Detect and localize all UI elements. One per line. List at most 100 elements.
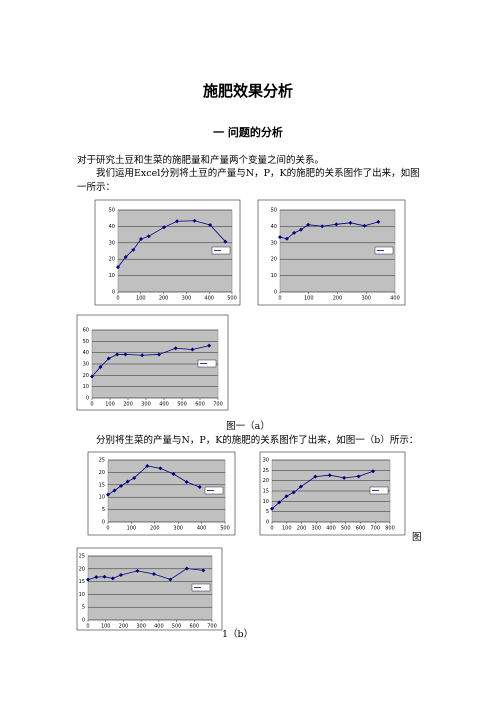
- x-tick-label: 500: [220, 526, 230, 532]
- data-point: [192, 218, 197, 223]
- x-tick-label: 0: [90, 402, 93, 408]
- y-tick-label: 25: [79, 554, 85, 560]
- data-point: [362, 223, 367, 228]
- x-tick-label: 100: [105, 402, 115, 408]
- y-tick-label: 20: [263, 478, 269, 484]
- x-tick-label: 700: [207, 624, 217, 630]
- data-point: [327, 473, 332, 478]
- data-point: [342, 475, 347, 480]
- data-point: [90, 374, 94, 379]
- x-tick-label: 200: [150, 526, 160, 532]
- x-tick-label: 500: [177, 402, 187, 408]
- section: 一 问题的分析: [213, 126, 283, 139]
- y-tick-label: 0: [112, 290, 115, 296]
- y-tick-label: 20: [99, 470, 105, 476]
- data-point: [313, 474, 318, 479]
- data-point: [173, 346, 178, 351]
- data-line: [271, 470, 374, 510]
- data-point: [119, 483, 124, 488]
- data-point: [110, 576, 115, 581]
- y-tick-label: 20: [109, 257, 115, 263]
- y-tick-label: 60: [83, 328, 89, 334]
- y-tick-label: 5: [266, 509, 269, 515]
- data-point: [162, 225, 167, 230]
- x-tick-label: 300: [141, 402, 151, 408]
- data-point: [94, 575, 99, 580]
- data-point: [112, 488, 117, 493]
- x-tick-label: 500: [227, 296, 237, 302]
- data-point: [201, 568, 206, 573]
- y-tick-label: 15: [263, 489, 269, 495]
- caption: 图: [412, 532, 422, 543]
- y-tick-label: 10: [109, 273, 115, 279]
- y-tick-label: 25: [263, 468, 269, 474]
- data-point: [132, 475, 137, 480]
- y-tick-label: 50: [271, 208, 277, 214]
- x-tick-label: 300: [136, 624, 146, 630]
- y-tick-label: 30: [271, 240, 277, 246]
- x-tick-label: 600: [356, 526, 366, 532]
- data-point: [284, 494, 289, 499]
- y-tick-label: 0: [86, 396, 89, 402]
- y-tick-label: 30: [109, 240, 115, 246]
- data-point: [270, 506, 274, 511]
- data-point: [175, 219, 180, 224]
- data-point: [371, 469, 376, 474]
- x-tick-label: 800: [385, 526, 395, 532]
- data-point: [197, 485, 202, 490]
- y-tick-label: 0: [102, 520, 105, 526]
- y-tick-label: 50: [109, 208, 115, 214]
- data-point: [356, 474, 361, 479]
- x-tick-label: 300: [173, 526, 183, 532]
- data-point: [376, 219, 381, 224]
- x-tick-label: 400: [154, 624, 164, 630]
- y-tick-label: 15: [99, 482, 105, 488]
- y-tick-label: 10: [271, 273, 277, 279]
- x-tick-label: 700: [370, 526, 380, 532]
- data-line: [91, 345, 210, 377]
- y-tick-label: 20: [83, 373, 89, 379]
- data-point: [145, 463, 150, 468]
- y-tick-label: 50: [83, 339, 89, 345]
- x-tick-label: 100: [282, 526, 292, 532]
- data-point: [116, 265, 120, 270]
- data-point: [277, 500, 282, 505]
- data-point: [306, 222, 311, 227]
- x-tick-label: 500: [172, 624, 182, 630]
- x-tick-label: 500: [341, 526, 351, 532]
- data-point: [140, 353, 145, 358]
- x-tick-label: 600: [195, 402, 205, 408]
- data-point: [135, 568, 140, 573]
- x-tick-label: 200: [123, 402, 133, 408]
- data-point: [118, 573, 123, 578]
- data-line: [279, 221, 379, 240]
- y-tick-label: 10: [99, 495, 105, 501]
- data-line: [117, 220, 226, 268]
- data-line: [107, 465, 200, 496]
- paragraph: 分别将生菜的产量与N，P，K的施肥的关系图作了出来，如图一（b）所示：: [96, 435, 419, 446]
- y-tick-label: 5: [102, 507, 105, 513]
- y-tick-label: 0: [82, 618, 85, 624]
- data-point: [131, 247, 136, 252]
- y-tick-label: 5: [82, 605, 85, 611]
- data-point: [207, 343, 212, 348]
- y-tick-label: 25: [99, 458, 105, 464]
- data-point: [123, 254, 128, 259]
- data-point: [348, 220, 353, 225]
- data-point: [184, 480, 189, 485]
- data-point: [151, 571, 156, 576]
- data-point: [291, 490, 296, 495]
- y-tick-label: 10: [83, 384, 89, 390]
- data-point: [298, 484, 303, 489]
- data-point: [98, 365, 103, 370]
- data-point: [208, 223, 213, 228]
- x-tick-label: 0: [278, 296, 281, 302]
- y-tick-label: 15: [79, 579, 85, 585]
- y-tick-label: 40: [271, 224, 277, 230]
- data-point: [298, 227, 303, 232]
- x-tick-label: 400: [204, 296, 214, 302]
- paragraph: 我们运用Excel分别将土豆的产量与N，P，K的施肥的关系图作了出来，如图一所示…: [77, 168, 420, 193]
- data-point: [284, 236, 289, 241]
- data-point: [278, 235, 282, 240]
